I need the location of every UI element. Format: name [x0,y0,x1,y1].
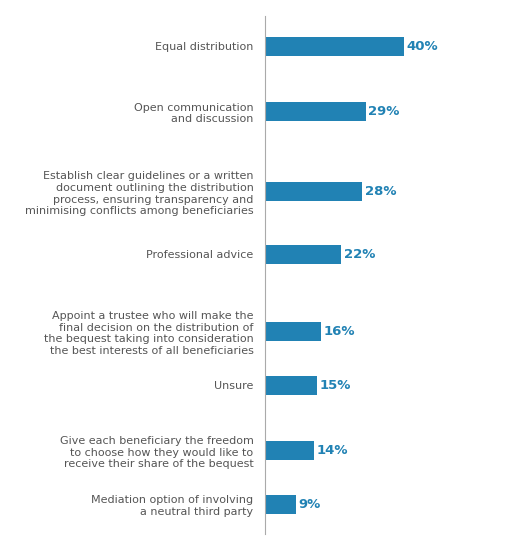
Text: 29%: 29% [367,105,399,118]
Text: 22%: 22% [343,248,375,261]
Text: 28%: 28% [364,185,395,198]
Bar [265,376,317,395]
Text: 14%: 14% [316,444,347,457]
Bar [265,245,341,264]
Bar [265,322,320,341]
Text: 9%: 9% [298,498,321,511]
Bar [265,495,296,514]
Bar [265,102,365,121]
Bar [265,37,403,56]
Bar [265,441,313,461]
Text: 16%: 16% [323,325,354,338]
Text: 40%: 40% [406,40,437,53]
Bar [265,183,361,202]
Text: 15%: 15% [319,379,350,392]
